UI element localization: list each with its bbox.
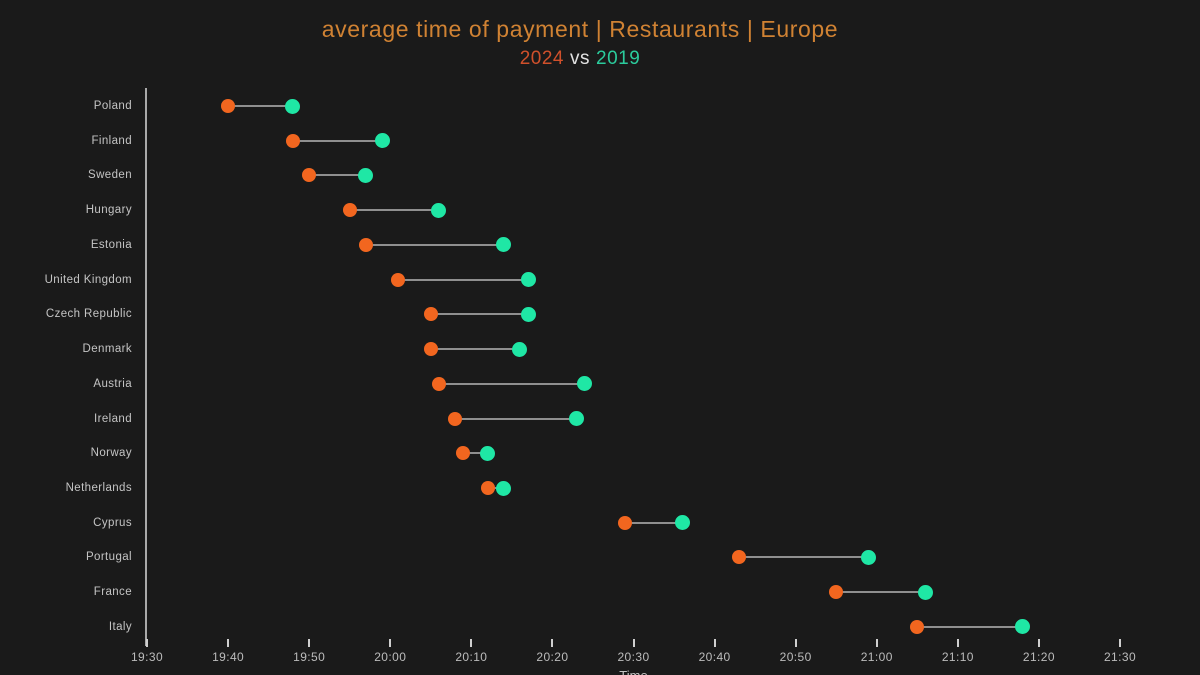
x-tick-mark	[956, 639, 959, 647]
category-label: United Kingdom	[44, 273, 132, 286]
connector-line	[349, 209, 439, 212]
dot-2024	[302, 168, 317, 183]
x-tick-mark	[632, 639, 635, 647]
dot-2024	[731, 550, 746, 565]
category-label: Czech Republic	[45, 308, 132, 321]
dot-2024	[910, 619, 925, 634]
connector-line	[917, 625, 1023, 628]
dot-2024	[618, 515, 633, 530]
category-label: Italy	[108, 620, 132, 633]
chart-header: average time of payment | Restaurants | …	[0, 16, 1160, 70]
connector-line	[430, 348, 520, 351]
connector-line	[487, 487, 504, 490]
x-tick-mark	[875, 639, 878, 647]
dot-2024	[221, 99, 236, 113]
category-label: Cyprus	[93, 516, 132, 529]
dot-2024	[423, 307, 438, 322]
x-tick-label: 19:40	[212, 650, 245, 664]
x-tick-label: 20:10	[455, 650, 488, 664]
x-tick-mark	[794, 639, 797, 647]
dot-2024	[480, 481, 495, 496]
dot-2019	[917, 584, 933, 600]
category-label: Portugal	[85, 551, 132, 564]
dot-2024	[456, 446, 471, 461]
dot-2019	[861, 549, 877, 565]
dot-2019	[358, 167, 374, 183]
dot-2024	[448, 411, 463, 426]
chart-subtitle: 2024 vs 2019	[0, 48, 1160, 70]
connector-line	[228, 105, 293, 107]
x-tick-mark	[146, 639, 148, 647]
dot-2019	[520, 306, 536, 322]
x-tick-mark	[713, 639, 716, 647]
dot-2019	[496, 237, 512, 253]
x-tick-label: 21:20	[1022, 650, 1055, 664]
x-tick-label: 20:40	[698, 650, 731, 664]
connector-line	[836, 591, 926, 594]
dot-2019	[577, 376, 593, 392]
y-axis-line	[145, 88, 147, 646]
x-tick-mark	[551, 639, 554, 647]
category-label: Poland	[93, 100, 132, 112]
subtitle-vs: vs	[570, 48, 590, 69]
connector-line	[625, 521, 683, 524]
category-label: France	[93, 586, 132, 599]
connector-line	[292, 139, 383, 142]
dot-2019	[674, 515, 690, 531]
subtitle-year-2024: 2024	[519, 48, 564, 69]
x-tick-mark	[227, 639, 230, 647]
dot-2019	[1015, 619, 1031, 635]
dot-2019	[512, 341, 528, 357]
category-label: Sweden	[88, 169, 132, 182]
category-label: Denmark	[82, 343, 132, 356]
x-tick-label: 19:50	[293, 650, 326, 664]
x-tick-label: 21:10	[941, 650, 974, 664]
dot-2024	[358, 237, 373, 252]
x-axis-title: Time	[594, 668, 674, 675]
x-tick-mark	[1037, 639, 1040, 647]
x-tick-mark	[1119, 639, 1121, 647]
category-label: Norway	[90, 447, 132, 460]
connector-line	[738, 556, 869, 559]
connector-line	[309, 174, 366, 177]
connector-line	[430, 313, 529, 316]
dot-2019	[480, 445, 496, 461]
subtitle-year-2019: 2019	[596, 48, 641, 69]
connector-line	[463, 452, 488, 455]
dot-2019	[569, 411, 585, 427]
x-tick-label: 20:30	[617, 650, 650, 664]
connector-line	[398, 278, 529, 281]
category-label: Netherlands	[65, 482, 132, 495]
dot-2019	[520, 272, 536, 288]
x-tick-label: 20:00	[374, 650, 407, 664]
category-label: Hungary	[85, 204, 132, 217]
dot-2019	[374, 133, 390, 149]
dot-2024	[285, 133, 300, 148]
dot-2019	[431, 202, 447, 218]
dot-2024	[431, 376, 446, 391]
dot-2024	[391, 272, 406, 287]
connector-line	[438, 382, 585, 385]
connector-line	[455, 417, 577, 420]
x-tick-mark	[308, 639, 311, 647]
dot-2024	[829, 585, 844, 600]
x-tick-label: 20:20	[536, 650, 569, 664]
dot-2024	[342, 203, 357, 218]
x-tick-label: 21:30	[1103, 650, 1137, 664]
x-tick-label: 19:30	[130, 650, 164, 664]
x-tick-label: 21:00	[860, 650, 893, 664]
chart-title: average time of payment | Restaurants | …	[321, 16, 839, 42]
category-label: Finland	[91, 134, 132, 147]
dot-2019	[496, 480, 512, 496]
dot-2024	[423, 342, 438, 357]
category-label: Estonia	[90, 238, 132, 251]
x-tick-mark	[470, 639, 473, 647]
x-tick-label: 20:50	[779, 650, 812, 664]
x-tick-mark	[389, 639, 392, 647]
category-label: Austria	[93, 377, 132, 390]
connector-line	[365, 243, 504, 246]
dot-2019	[285, 98, 301, 114]
category-label: Ireland	[94, 412, 132, 425]
